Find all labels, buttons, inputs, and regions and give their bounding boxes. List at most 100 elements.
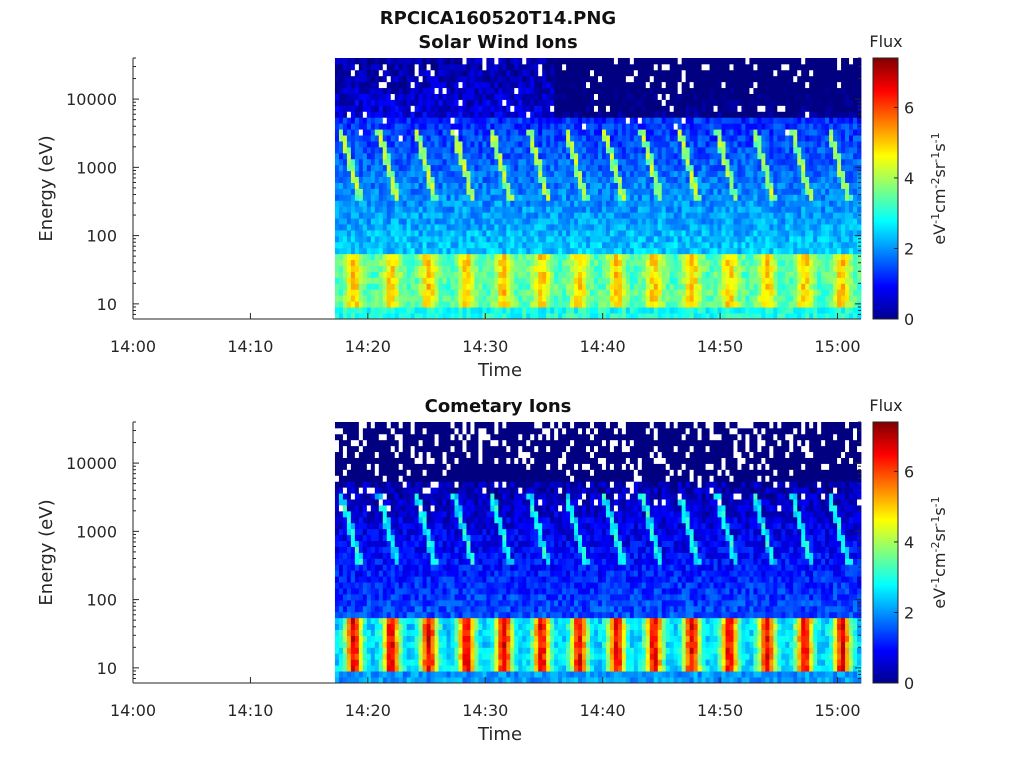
heatmap-cell: [542, 289, 547, 296]
heatmap-cell: [773, 235, 778, 243]
heatmap-cell: [605, 235, 611, 243]
heatmap-cell: [562, 241, 567, 249]
heatmap-cell: [422, 206, 428, 213]
heatmap-cell: [721, 141, 726, 148]
heatmap-cell: [578, 87, 583, 94]
heatmap-cell: [665, 218, 671, 225]
heatmap-cell: [781, 307, 786, 314]
heatmap-cell: [621, 158, 627, 166]
heatmap-cell: [693, 164, 699, 172]
heatmap-cell: [378, 146, 384, 154]
heatmap-cell: [390, 224, 396, 231]
heatmap-cell: [438, 295, 443, 302]
heatmap-cell: [737, 265, 742, 272]
heatmap-cell: [466, 206, 471, 213]
heatmap-cell: [378, 230, 384, 237]
heatmap-cell: [386, 123, 392, 130]
heatmap-cell: [346, 247, 352, 255]
heatmap-cell: [490, 99, 495, 106]
heatmap-cell: [378, 69, 384, 77]
heatmap-cell: [637, 105, 643, 112]
heatmap-cell: [649, 271, 655, 278]
heatmap-cell: [609, 295, 615, 302]
heatmap-cell: [498, 271, 503, 278]
heatmap-cell: [649, 259, 655, 267]
heatmap-cell: [358, 117, 364, 124]
heatmap-cell: [745, 135, 750, 142]
heatmap-cell: [645, 289, 651, 296]
heatmap-cell: [530, 63, 535, 71]
heatmap-cell: [594, 111, 599, 118]
heatmap-cell: [665, 307, 671, 314]
heatmap-cell: [534, 188, 539, 195]
heatmap-cell: [745, 170, 750, 178]
heatmap-cell: [685, 75, 691, 83]
heatmap-cell: [574, 277, 579, 284]
heatmap-cell: [438, 152, 443, 160]
heatmap-cell: [705, 194, 710, 201]
heatmap-cell: [582, 188, 587, 195]
heatmap-cell: [338, 307, 344, 314]
heatmap-cell: [430, 206, 435, 213]
heatmap-cell: [346, 93, 352, 100]
heatmap-cell: [717, 164, 722, 172]
heatmap-cell: [370, 75, 376, 83]
heatmap-cell: [681, 129, 687, 136]
heatmap-cell: [761, 194, 766, 201]
heatmap-cell: [474, 235, 479, 243]
heatmap-cell: [558, 313, 563, 320]
heatmap-cell: [697, 265, 702, 272]
heatmap-cell: [689, 87, 695, 94]
heatmap-cell: [777, 146, 782, 154]
heatmap-cell: [466, 194, 471, 201]
heatmap-cell: [414, 271, 420, 278]
heatmap-cell: [761, 152, 766, 160]
heatmap-cell: [641, 129, 647, 136]
heatmap-cell: [570, 241, 575, 249]
heatmap-cell: [370, 123, 376, 130]
heatmap-cell: [490, 230, 495, 237]
heatmap-cell: [438, 87, 443, 94]
heatmap-cell: [745, 141, 750, 148]
heatmap-cell: [621, 283, 627, 290]
heatmap-cell: [418, 99, 424, 106]
heatmap-cell: [562, 69, 567, 77]
heatmap-cell: [362, 194, 368, 201]
heatmap-cell: [442, 253, 447, 261]
heatmap-cell: [749, 230, 754, 237]
heatmap-cell: [597, 152, 603, 160]
heatmap-cell: [613, 253, 619, 261]
heatmap-cell: [590, 176, 595, 183]
heatmap-cell: [745, 301, 750, 308]
heatmap-cell: [474, 259, 479, 267]
heatmap-cell: [546, 235, 551, 243]
heatmap-cell: [665, 283, 671, 290]
heatmap-cell: [334, 87, 340, 94]
heatmap-cell: [621, 87, 627, 94]
heatmap-cell: [693, 218, 699, 225]
heatmap-cell: [769, 218, 774, 225]
heatmap-cell: [490, 301, 495, 308]
heatmap-cell: [705, 105, 710, 112]
heatmap-cell: [486, 111, 491, 118]
heatmap-cell: [578, 99, 583, 106]
heatmap-cell: [486, 129, 491, 136]
heatmap-cell: [725, 277, 730, 284]
heatmap-cell: [550, 111, 555, 118]
heatmap-cell: [757, 170, 762, 178]
heatmap-cell: [474, 69, 479, 77]
heatmap-cell: [609, 224, 615, 231]
heatmap-cell: [450, 158, 455, 166]
heatmap-cell: [334, 164, 340, 172]
heatmap-cell: [705, 224, 710, 231]
heatmap-cell: [570, 313, 575, 320]
heatmap-cell: [582, 277, 587, 284]
heatmap-cell: [693, 188, 699, 195]
heatmap-cell: [370, 289, 376, 296]
heatmap-cell: [442, 301, 447, 308]
heatmap-cell: [502, 259, 507, 267]
heatmap-cell: [346, 283, 352, 290]
heatmap-cell: [458, 117, 463, 124]
heatmap-cell: [733, 218, 738, 225]
heatmap-cell: [781, 259, 786, 267]
